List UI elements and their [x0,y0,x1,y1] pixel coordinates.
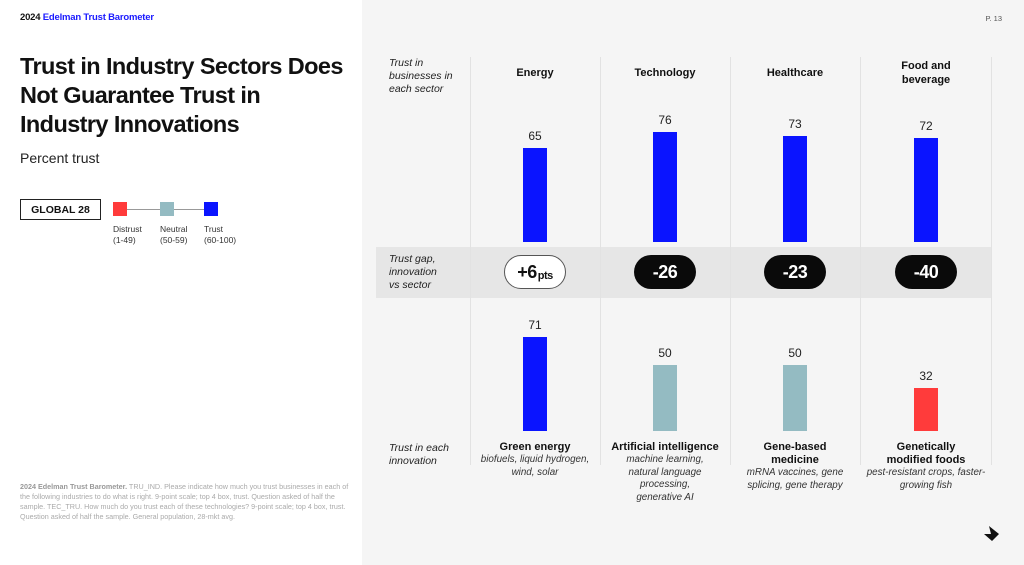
sector-bar-food-and-beverage [914,137,938,242]
footnote-source: 2024 Edelman Trust Barometer. [20,482,128,491]
left-panel: 2024 Edelman Trust Barometer Trust in In… [0,0,362,565]
sector-header-energy: Energy [516,67,554,79]
legend-range: (60-100) [204,235,237,245]
innovation-name: Genetically modified foods [886,441,966,466]
legend: Distrust (1-49) Neutral (50-59) Trust (6… [113,202,263,252]
next-arrow-icon[interactable] [982,523,1002,543]
page-title: Trust in Industry Sectors Does Not Guara… [20,53,343,137]
column-divider [600,57,601,465]
footnote: 2024 Edelman Trust Barometer. TRU_IND. P… [20,482,350,522]
column-divider [860,57,861,465]
innovation-name: Gene-based medicine [763,441,827,466]
innovation-label: Genetically modified foods pest-resistant… [863,441,989,492]
innovation-label: Artificial intelligence machine learning,… [600,441,730,504]
brand-year: 2024 [20,12,41,23]
legend-label: Distrust [113,224,142,234]
innovation-bar-energy [523,336,547,431]
innovation-value-label: 50 [658,345,672,360]
innovation-bar-food-and-beverage [914,388,938,431]
innovation-value-label: 50 [788,345,802,360]
row-label-gap: Trust gap, innovation vs sector [389,253,437,291]
sector-value-label: 76 [658,112,672,127]
legend-item-trust: Trust (60-100) [204,224,236,246]
column-divider [991,57,992,465]
innovation-name: Green energy [499,441,571,453]
trust-gap-value: -26 [652,261,678,282]
legend-range: (1-49) [113,235,136,245]
trust-gap-unit: pts [537,269,554,282]
trust-gap-pill: +6 pts [504,255,566,289]
sector-value-label: 72 [919,118,933,133]
trust-gap-pill: -40 [895,255,957,289]
trust-gap-value: -23 [782,261,808,282]
sector-bar-technology [653,131,677,242]
page-number: P. 13 [985,14,1002,23]
trust-gap-value: -40 [913,261,939,282]
sector-value-label: 65 [528,128,542,143]
row-label-sector: Trust in businesses in each sector [389,57,453,95]
innovation-examples: biofuels, liquid hydrogen, wind, solar [480,454,590,478]
sector-header-food-and-beverage: Food and beverage [901,60,951,86]
column-divider [470,57,471,465]
global-badge: GLOBAL 28 [20,199,101,220]
innovation-label: Green energy biofuels, liquid hydrogen, w… [472,441,598,479]
page-subtitle: Percent trust [20,150,100,166]
footnote-text: TRU_IND. Please indicate how much you tr… [20,482,349,521]
innovation-name: Artificial intelligence [611,441,719,453]
legend-label: Neutral [160,224,188,234]
legend-swatch-distrust [113,202,127,216]
legend-label: Trust [204,224,224,234]
column-divider [730,57,731,465]
sector-bar-healthcare [783,136,807,242]
legend-swatch-trust [204,202,218,216]
legend-swatch-neutral [160,202,174,216]
trust-gap-value: +6 [517,261,537,282]
trust-gap-pill: -26 [634,255,696,289]
sector-value-label: 73 [788,117,802,132]
innovation-bar-technology [653,364,677,431]
sector-header-technology: Technology [634,67,696,79]
innovation-examples: machine learning, natural language proce… [626,454,704,503]
brand-name: Edelman Trust Barometer [42,12,154,23]
innovation-label: Gene-based medicine mRNA vaccines, gene s… [732,441,858,492]
sector-header-healthcare: Healthcare [766,67,824,79]
legend-range: (50-59) [160,235,188,245]
innovation-value-label: 71 [528,317,542,332]
sector-bar-energy [523,147,547,242]
innovation-examples: mRNA vaccines, gene splicing, gene thera… [746,467,844,491]
innovation-value-label: 32 [919,369,933,384]
innovation-bar-healthcare [783,364,807,431]
legend-item-neutral: Neutral (50-59) [160,224,187,246]
brand-header: 2024 Edelman Trust Barometer [20,12,154,23]
row-label-innovation: Trust in each innovation [389,442,449,467]
legend-item-distrust: Distrust (1-49) [113,224,142,246]
trust-gap-pill: -23 [764,255,826,289]
innovation-examples: pest-resistant crops, faster-growing fis… [866,467,986,491]
